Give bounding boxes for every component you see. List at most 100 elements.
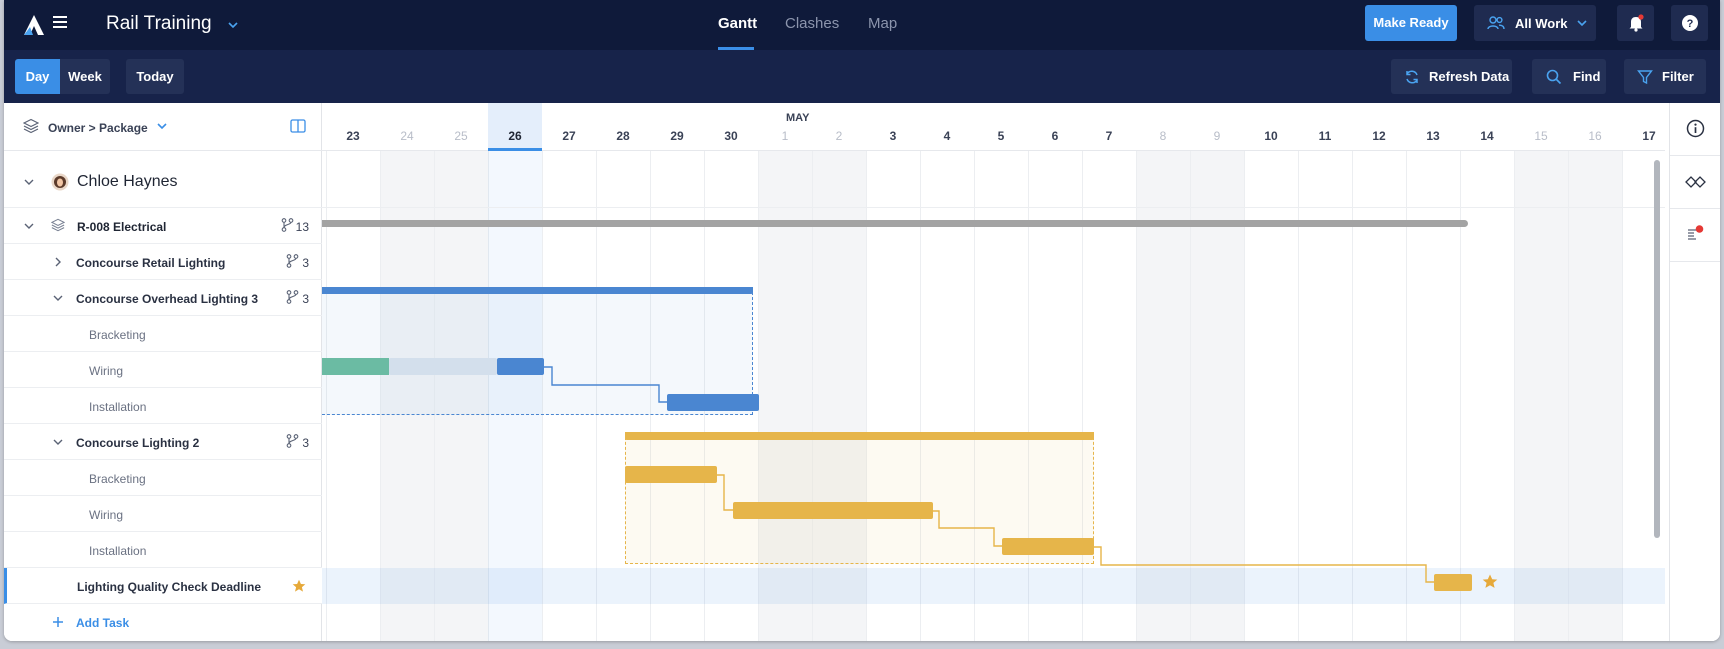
- grouping-header: Owner > Package: [4, 103, 322, 151]
- day-label[interactable]: 13: [1406, 129, 1460, 143]
- make-ready-button[interactable]: Make Ready: [1365, 5, 1457, 41]
- task-row[interactable]: Concourse Overhead Lighting 3 3: [4, 280, 322, 316]
- collapse-chevron-icon[interactable]: [52, 292, 64, 304]
- subtask-name: Wiring: [89, 508, 123, 522]
- day-label[interactable]: 27: [542, 129, 596, 143]
- dependency-lines: [322, 103, 1665, 641]
- today-button[interactable]: Today: [126, 59, 184, 94]
- project-chevron-down-icon[interactable]: [226, 18, 240, 32]
- milestone-name: Lighting Quality Check Deadline: [77, 580, 261, 594]
- refresh-data-button[interactable]: Refresh Data: [1391, 59, 1512, 94]
- gantt-timeline[interactable]: 23 24 25 26 27 28 29 30 1 2 3 4 5 6 7 8 9 10 11 12 13 14 15 16 1…: [322, 103, 1665, 641]
- app-logo-icon[interactable]: [22, 13, 46, 37]
- task-count: 3: [302, 436, 309, 450]
- notes-icon: [1687, 224, 1705, 242]
- subtask-name: Installation: [89, 400, 146, 414]
- project-title[interactable]: Rail Training: [106, 13, 212, 35]
- grouping-chevron-down-icon[interactable]: [156, 120, 168, 132]
- find-button[interactable]: Find: [1532, 59, 1606, 94]
- owner-name: Chloe Haynes: [77, 173, 178, 191]
- day-label[interactable]: 7: [1082, 129, 1136, 143]
- menu-icon[interactable]: [53, 16, 67, 30]
- tab-map[interactable]: Map: [868, 15, 897, 32]
- milestone-row[interactable]: Lighting Quality Check Deadline: [4, 568, 322, 604]
- month-label: MAY: [786, 112, 809, 124]
- collapse-chevron-icon[interactable]: [23, 176, 35, 188]
- info-button[interactable]: [1670, 103, 1720, 156]
- activity-button[interactable]: [1670, 209, 1720, 262]
- diamond-link-icon: [1685, 175, 1706, 189]
- day-label[interactable]: 28: [596, 129, 650, 143]
- package-task-count: 13: [296, 220, 309, 234]
- all-work-dropdown[interactable]: All Work: [1474, 5, 1596, 41]
- grouping-dropdown[interactable]: Owner > Package: [48, 121, 148, 135]
- day-label[interactable]: 2: [812, 129, 866, 143]
- day-label[interactable]: 25: [434, 129, 488, 143]
- day-label[interactable]: 17: [1622, 129, 1665, 143]
- dependencies-button[interactable]: [1670, 156, 1720, 209]
- day-label[interactable]: 24: [380, 129, 434, 143]
- day-label[interactable]: 30: [704, 129, 758, 143]
- day-label[interactable]: 8: [1136, 129, 1190, 143]
- day-label[interactable]: 29: [650, 129, 704, 143]
- branch-icon: [286, 434, 299, 448]
- day-label[interactable]: 6: [1028, 129, 1082, 143]
- day-label[interactable]: 4: [920, 129, 974, 143]
- package-row[interactable]: R-008 Electrical 13: [4, 208, 322, 244]
- day-label[interactable]: 12: [1352, 129, 1406, 143]
- milestone-star-icon: [1483, 575, 1498, 588]
- subtask-row[interactable]: Wiring: [4, 352, 322, 388]
- help-icon: ?: [1681, 14, 1699, 32]
- filter-icon: [1637, 69, 1653, 85]
- day-label[interactable]: 3: [866, 129, 920, 143]
- help-button[interactable]: ?: [1671, 5, 1708, 41]
- week-view-button[interactable]: Week: [60, 59, 110, 94]
- subtask-name: Bracketing: [89, 328, 146, 342]
- timeline-header: 23 24 25 26 27 28 29 30 1 2 3 4 5 6 7 8 9 10 11 12 13 14 15 16 1…: [322, 103, 1665, 151]
- task-count: 3: [302, 256, 309, 270]
- branch-icon: [286, 290, 299, 304]
- subtask-row[interactable]: Bracketing: [4, 316, 322, 352]
- add-task-button[interactable]: Add Task: [52, 614, 172, 634]
- avatar: [51, 173, 69, 191]
- task-name: Concourse Retail Lighting: [76, 256, 225, 270]
- branch-icon: [286, 254, 299, 268]
- day-label[interactable]: 15: [1514, 129, 1568, 143]
- expand-chevron-icon[interactable]: [52, 256, 64, 268]
- day-label[interactable]: 16: [1568, 129, 1622, 143]
- subtask-row[interactable]: Wiring: [4, 496, 322, 532]
- chevron-down-icon: [1576, 17, 1588, 29]
- subtask-row[interactable]: Installation: [4, 532, 322, 568]
- filter-button[interactable]: Filter: [1624, 59, 1706, 94]
- day-label[interactable]: 1: [758, 129, 812, 143]
- right-rail: [1669, 103, 1720, 641]
- plus-icon: [52, 616, 64, 628]
- find-label: Find: [1573, 59, 1600, 94]
- day-label[interactable]: 9: [1190, 129, 1244, 143]
- day-label[interactable]: 10: [1244, 129, 1298, 143]
- day-label[interactable]: 23: [326, 129, 380, 143]
- day-label[interactable]: 14: [1460, 129, 1514, 143]
- vertical-scrollbar[interactable]: [1654, 160, 1660, 538]
- task-list-panel: Owner > Package Chloe Haynes: [4, 103, 322, 641]
- tab-clashes[interactable]: Clashes: [785, 15, 839, 32]
- split-view-icon[interactable]: [290, 119, 306, 133]
- gantt-toolbar: Day Week Today Refresh Data Find Filter: [4, 50, 1720, 103]
- tab-gantt[interactable]: Gantt: [718, 15, 757, 32]
- info-icon: [1686, 119, 1705, 138]
- subtask-row[interactable]: Bracketing: [4, 460, 322, 496]
- task-row[interactable]: Concourse Retail Lighting 3: [4, 244, 322, 280]
- day-label[interactable]: 5: [974, 129, 1028, 143]
- day-label[interactable]: 26: [488, 103, 542, 151]
- notifications-button[interactable]: [1617, 5, 1654, 41]
- collapse-chevron-icon[interactable]: [23, 220, 35, 232]
- task-row[interactable]: Concourse Lighting 2 3: [4, 424, 322, 460]
- layers-icon: [23, 118, 39, 134]
- owner-row[interactable]: Chloe Haynes: [4, 151, 322, 208]
- day-view-button[interactable]: Day: [15, 59, 60, 94]
- task-name: Concourse Overhead Lighting 3: [76, 292, 258, 306]
- top-bar: Rail Training Gantt Clashes Map Make Rea…: [4, 0, 1720, 50]
- day-label[interactable]: 11: [1298, 129, 1352, 143]
- collapse-chevron-icon[interactable]: [52, 436, 64, 448]
- subtask-row[interactable]: Installation: [4, 388, 322, 424]
